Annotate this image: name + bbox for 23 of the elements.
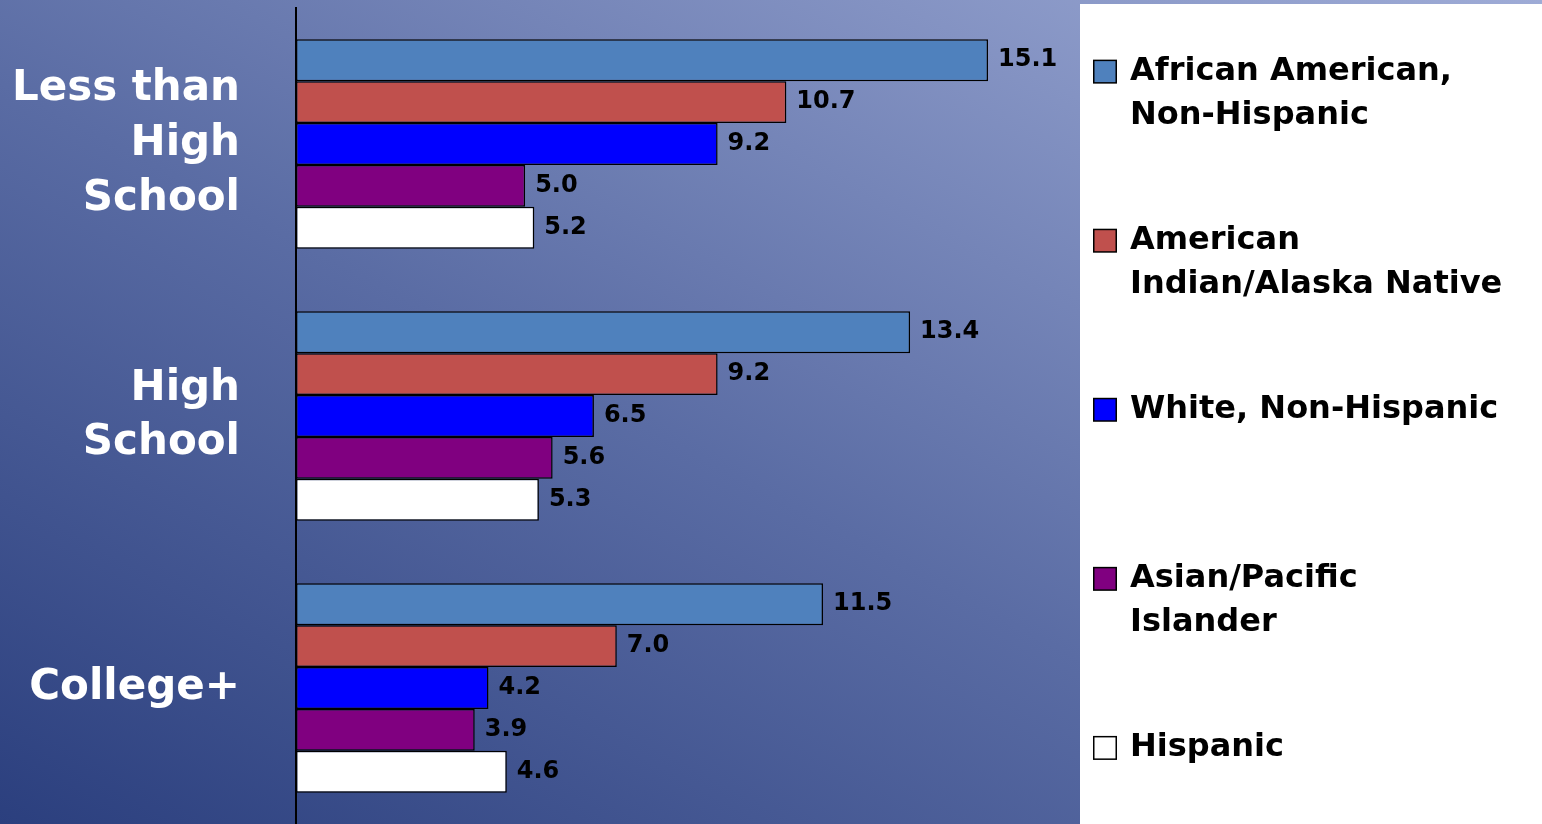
data-label: 9.2 (727, 128, 771, 157)
data-label: 4.2 (498, 672, 541, 701)
data-label: 15.1 (998, 44, 1058, 73)
data-label: 5.6 (562, 442, 606, 471)
data-label: 13.4 (920, 316, 980, 345)
data-label: 5.3 (548, 484, 592, 513)
data-label: 5.2 (544, 212, 587, 241)
legend-label: African American, Non-Hispanic (1130, 49, 1452, 132)
legend-label: American Indian/Alaska Native (1130, 219, 1503, 302)
data-label: 3.9 (484, 714, 528, 743)
data-label: 9.2 (727, 358, 771, 387)
legend-label: White, Non-Hispanic (1130, 388, 1499, 427)
legend-label: Hispanic (1130, 726, 1285, 765)
y-tick-label: Less than High School (11, 61, 240, 220)
data-label: 5.0 (535, 170, 578, 199)
data-label: 7.0 (626, 630, 670, 659)
data-label: 10.7 (796, 86, 856, 115)
data-label: 6.5 (603, 400, 647, 429)
data-label: 11.5 (833, 588, 893, 617)
y-tick-label: College+ (29, 659, 240, 709)
legend-label: Asian/Pacific Islander (1130, 557, 1358, 640)
y-tick-label: High School (82, 360, 240, 465)
data-label: 4.6 (516, 756, 560, 785)
